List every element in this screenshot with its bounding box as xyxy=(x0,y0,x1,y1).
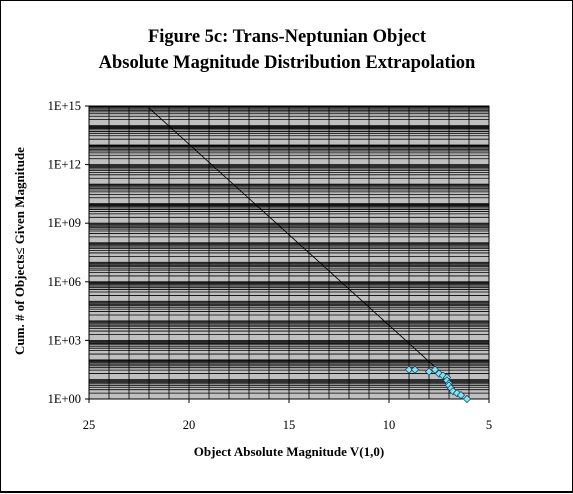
data-point xyxy=(404,365,414,374)
chart-title-line-1: Figure 5c: Trans-Neptunian Object xyxy=(148,27,427,47)
data-point xyxy=(462,394,472,404)
data-point xyxy=(410,365,420,374)
chart-title-line-2: Absolute Magnitude Distribution Extrapol… xyxy=(99,53,476,73)
x-tick-label: 25 xyxy=(83,418,96,432)
y-tick-label: 1E+00 xyxy=(48,392,81,406)
x-tick-label: 15 xyxy=(283,418,296,432)
x-axis-title: Object Absolute Magnitude V(1,0) xyxy=(194,444,384,459)
fit-line xyxy=(148,107,452,382)
y-tick-label: 1E+09 xyxy=(48,216,81,230)
y-axis-title: Cum. # of Objects≤ Given Magnitude xyxy=(12,147,27,355)
x-tick-label: 10 xyxy=(383,418,396,432)
y-tick-label: 1E+12 xyxy=(48,158,81,172)
y-tick-label: 1E+15 xyxy=(48,99,81,113)
data-point xyxy=(424,367,434,376)
series xyxy=(148,107,472,404)
x-tick-label: 20 xyxy=(183,418,196,432)
data-point xyxy=(430,365,440,374)
y-tick-label: 1E+06 xyxy=(48,275,81,289)
data-point xyxy=(456,390,466,400)
y-tick-label: 1E+03 xyxy=(48,333,81,347)
y-axis-ticks: 1E+00 1E+03 1E+06 1E+09 1E+12 1E+15 xyxy=(48,99,89,406)
x-axis-ticks: 25 20 15 10 5 xyxy=(83,399,492,432)
gridlines xyxy=(89,106,489,400)
x-tick-label: 5 xyxy=(486,418,492,432)
